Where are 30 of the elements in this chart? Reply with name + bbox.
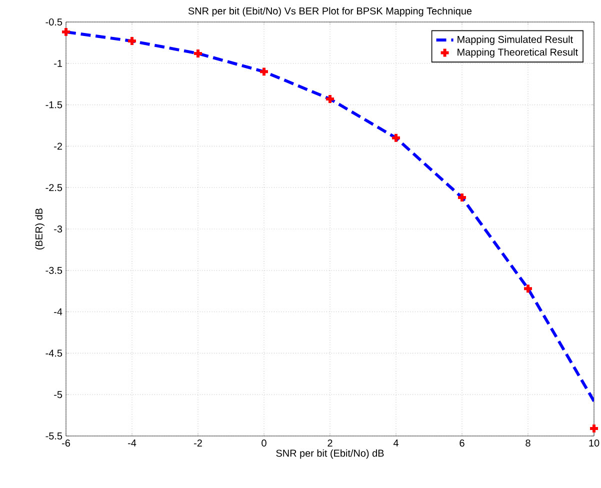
point — [324, 94, 336, 104]
legend-label: Mapping Simulated Result — [458, 36, 573, 45]
x-tick-label: -4 — [128, 440, 136, 446]
y-tick-label: -4.5 — [46, 350, 62, 357]
x-tick-label: 8 — [526, 440, 530, 447]
y-tick-label: -5.5 — [46, 432, 62, 440]
legend-label: Mapping Theoretical Result — [458, 48, 578, 58]
y-tick-label: -2.5 — [46, 184, 62, 192]
x-tick-label: 0 — [262, 440, 266, 447]
point — [258, 66, 270, 78]
x-tick-label: -6 — [62, 440, 70, 447]
y-tick-label: -0.5 — [46, 18, 62, 26]
x-tick-label: -2 — [194, 440, 202, 446]
y-tick-label: -3.5 — [46, 266, 62, 274]
y-tick-label: -4 — [54, 308, 62, 316]
x-tick-label: 2 — [328, 440, 332, 446]
y-tick-label: -1.5 — [46, 101, 62, 108]
y-axis-title: (BER) dB — [35, 208, 44, 250]
line-series — [66, 30, 594, 403]
point — [390, 132, 402, 144]
y-tick-label: -5 — [54, 391, 62, 398]
chart-title: SNR per bit (Ebit/No) Vs BER Plot for BPSK Mapping Technique — [188, 7, 472, 16]
x-axis-title: SNR per bit (Ebit/No) dB — [276, 449, 384, 459]
x-tick-label: 10 — [589, 440, 600, 447]
y-tick-label: -3 — [54, 225, 62, 233]
y-tick-label: -1 — [54, 60, 62, 67]
point — [522, 283, 534, 294]
y-tick-label: -2 — [54, 142, 62, 150]
x-tick-label: 4 — [393, 440, 398, 446]
x-tick-label: 6 — [460, 440, 464, 447]
